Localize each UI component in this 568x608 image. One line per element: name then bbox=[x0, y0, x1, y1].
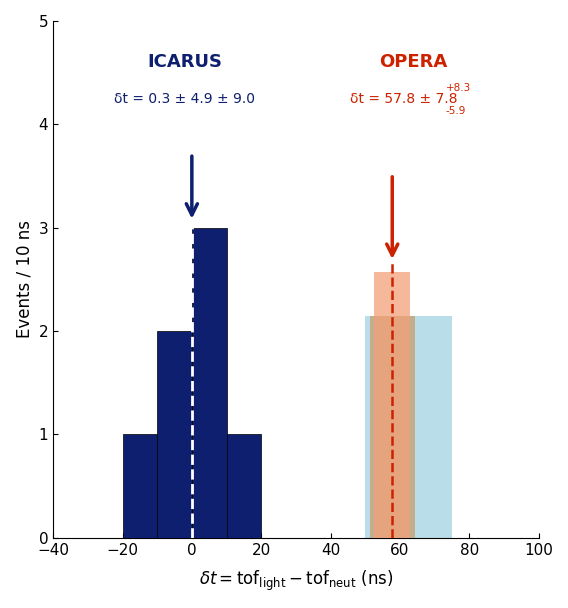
Text: δt = 57.8 ± 7.8: δt = 57.8 ± 7.8 bbox=[349, 92, 457, 106]
Bar bbox=[123, 435, 157, 538]
Bar bbox=[192, 228, 227, 538]
X-axis label: $\delta t = \mathrm{tof_{light} - tof_{neut}\ (ns)}$: $\delta t = \mathrm{tof_{light} - tof_{n… bbox=[199, 569, 393, 593]
Bar bbox=[374, 272, 410, 538]
Bar bbox=[370, 316, 415, 538]
Text: ICARUS: ICARUS bbox=[148, 54, 223, 71]
Text: +8.3: +8.3 bbox=[446, 83, 471, 93]
Text: OPERA: OPERA bbox=[379, 54, 448, 71]
Y-axis label: Events / 10 ns: Events / 10 ns bbox=[15, 221, 33, 339]
Text: -5.9: -5.9 bbox=[446, 106, 466, 116]
Text: δt = 0.3 ± 4.9 ± 9.0: δt = 0.3 ± 4.9 ± 9.0 bbox=[114, 92, 256, 106]
Bar bbox=[227, 435, 261, 538]
Bar bbox=[365, 316, 452, 538]
Bar bbox=[157, 331, 192, 538]
